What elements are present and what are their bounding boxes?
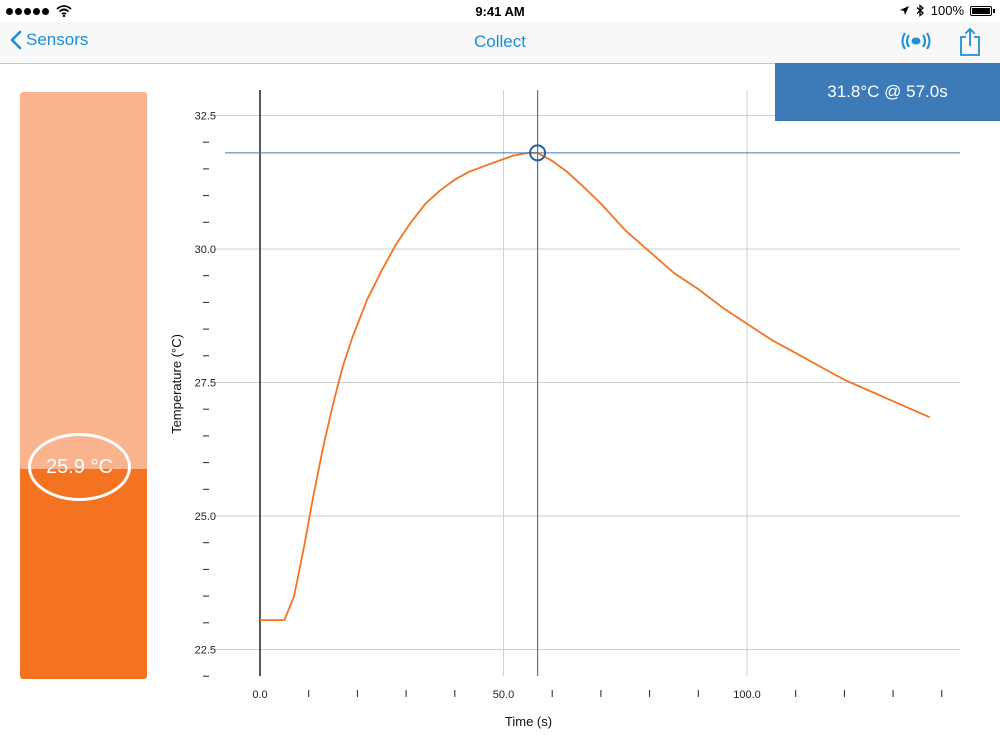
cursor-marker[interactable] [529, 144, 547, 162]
thermometer-reading: 25.9 °C [28, 433, 131, 501]
x-axis-label: Time (s) [505, 714, 552, 729]
wifi-icon [56, 4, 72, 17]
share-icon [960, 27, 980, 56]
location-icon [899, 6, 909, 15]
broadcast-button[interactable] [900, 32, 932, 55]
thermometer-empty [20, 92, 147, 469]
status-left [6, 3, 72, 18]
page-title: Collect [474, 32, 526, 51]
broadcast-icon [901, 32, 931, 50]
chevron-left-icon [10, 30, 22, 50]
temperature-series-line [260, 152, 930, 621]
bluetooth-icon [916, 4, 924, 17]
thermometer-value: 25.9 °C [46, 455, 113, 478]
battery-percent: 100% [930, 3, 964, 18]
back-button[interactable]: Sensors [10, 30, 88, 50]
y-tick-label: 30.0 [195, 244, 216, 256]
thermometer-gauge [20, 92, 147, 679]
thermometer-fill [20, 469, 147, 679]
cursor-readout-text: 31.8°C @ 57.0s [827, 82, 948, 101]
status-bar: 9:41 AM 100% [0, 0, 1000, 22]
signal-dots-icon [6, 3, 51, 18]
share-button[interactable] [958, 27, 982, 62]
cursor-readout: 31.8°C @ 57.0s [775, 63, 1000, 121]
back-label: Sensors [26, 30, 89, 49]
battery-icon [970, 5, 995, 16]
x-tick-label: 0.0 [252, 689, 267, 701]
y-tick-label: 32.5 [195, 111, 216, 123]
y-tick-label: 25.0 [195, 511, 216, 523]
x-tick-label: 50.0 [493, 689, 514, 701]
status-time: 9:41 AM [475, 4, 525, 19]
y-tick-label: 22.5 [195, 645, 216, 657]
status-right: 100% [899, 3, 995, 18]
x-tick-label: 100.0 [733, 689, 761, 701]
y-tick-label: 27.5 [195, 378, 216, 390]
y-axis-label: Temperature (°C) [169, 334, 184, 434]
nav-bar: Sensors Collect [0, 22, 1000, 64]
